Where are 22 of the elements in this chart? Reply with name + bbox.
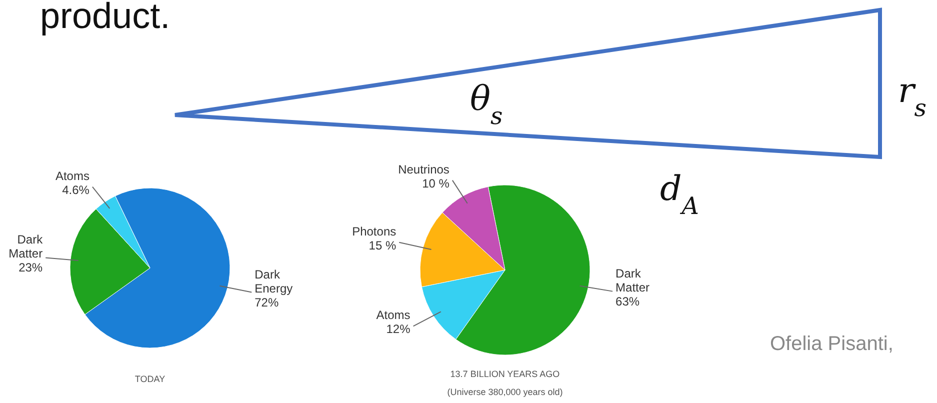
text: d$_{A}$ — [660, 169, 699, 220]
slice-label: Neutrinos — [398, 162, 450, 176]
data-label: 63% — [616, 294, 640, 308]
text: product. — [40, 0, 170, 36]
data-label: 23% — [18, 260, 43, 275]
data-label: 4.6% — [62, 182, 90, 197]
text: Ofelia Pisanti, — [770, 333, 894, 355]
text: r$_{s}$ — [898, 71, 926, 122]
slice-label: Atoms — [376, 308, 410, 322]
slice-label: Atoms — [55, 168, 90, 183]
data-label: 72% — [254, 295, 279, 310]
data-label: 15 % — [368, 238, 396, 252]
slice-label: Dark Matter — [8, 232, 44, 261]
data-label: 12% — [386, 322, 411, 336]
slice-label: Photons — [352, 224, 396, 238]
slice-label: Dark Matter — [616, 266, 650, 294]
slice-label: Dark Energy — [254, 267, 293, 296]
text: (Universe 380,000 years old) — [447, 387, 563, 397]
data-label: 10 % — [422, 176, 450, 190]
text: θ$_{s}$ — [470, 79, 503, 130]
text: TODAY — [134, 374, 166, 384]
text: 13.7 BILLION YEARS AGO — [450, 369, 560, 379]
